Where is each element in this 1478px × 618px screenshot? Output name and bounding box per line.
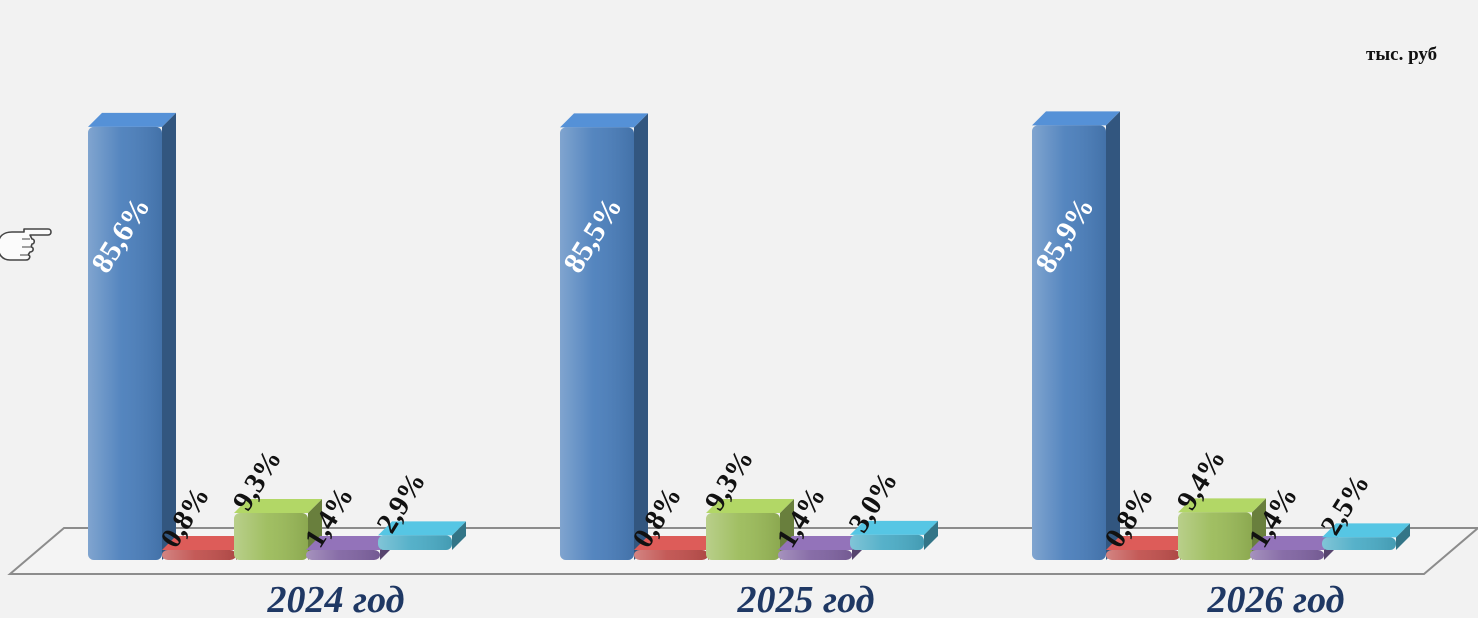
bar-top xyxy=(306,536,394,550)
bar-top xyxy=(778,536,866,550)
bar-side xyxy=(452,521,466,550)
pointing-hand-icon xyxy=(0,228,52,261)
bar-highlight xyxy=(1322,537,1396,550)
bar-top xyxy=(850,520,938,535)
bar-highlight xyxy=(378,535,452,550)
category-labels-layer: 2024 год 2025 год 2026 год xyxy=(267,579,1345,618)
bar xyxy=(162,536,250,560)
bar-highlight xyxy=(850,534,924,550)
bar-highlight xyxy=(706,512,780,560)
bar xyxy=(378,521,466,550)
bar-highlight xyxy=(162,550,236,560)
bar xyxy=(850,520,938,550)
bar-top xyxy=(1250,536,1338,550)
category-label: 2026 год xyxy=(1207,579,1345,618)
category-label: 2024 год xyxy=(267,579,405,618)
bar-highlight xyxy=(1178,512,1252,560)
bar-top xyxy=(634,536,722,550)
bars-layer xyxy=(88,111,1410,561)
bar-highlight xyxy=(1106,550,1180,560)
bar-side xyxy=(162,112,176,560)
bar-top xyxy=(1106,536,1194,550)
bar-top xyxy=(706,498,794,513)
bar-top xyxy=(1322,523,1410,538)
bar-highlight xyxy=(560,127,634,561)
bar-top xyxy=(1178,498,1266,513)
bar xyxy=(1178,498,1266,560)
bar-top xyxy=(162,536,250,550)
bar-side xyxy=(1106,111,1120,560)
bar-side xyxy=(1396,523,1410,550)
bar xyxy=(1322,523,1410,550)
bar-highlight xyxy=(1032,125,1106,560)
category-label: 2025 год xyxy=(737,579,875,618)
bar-top xyxy=(1032,111,1120,126)
bar-side xyxy=(634,113,648,561)
bar-highlight xyxy=(778,550,852,560)
bar xyxy=(778,536,866,560)
bar-side xyxy=(924,520,938,550)
bar-highlight xyxy=(1250,550,1324,560)
bar xyxy=(1250,536,1338,560)
bar-highlight xyxy=(306,550,380,560)
bar-top xyxy=(560,113,648,128)
bar-top xyxy=(88,112,176,127)
bar xyxy=(560,113,648,561)
bar-highlight xyxy=(634,550,708,560)
bar xyxy=(88,112,176,560)
unit-label: тыс. руб xyxy=(1366,44,1438,65)
bar-top xyxy=(378,521,466,536)
bar-highlight xyxy=(234,512,308,560)
bar-top xyxy=(234,498,322,513)
bar-highlight xyxy=(88,126,162,560)
bar xyxy=(1032,111,1120,560)
